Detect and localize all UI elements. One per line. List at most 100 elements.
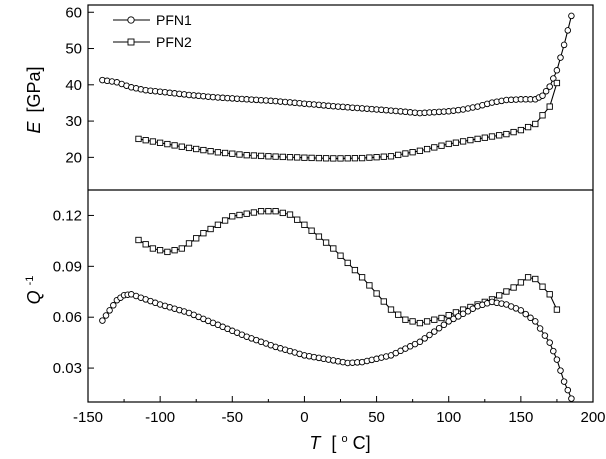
data-point <box>337 252 344 259</box>
e-axis-ticks: 20 30 40 50 60 <box>65 4 94 166</box>
data-point <box>149 245 157 252</box>
data-point <box>102 312 110 319</box>
q-axis-title: Q -1 <box>24 276 44 305</box>
data-point <box>421 335 428 342</box>
data-point <box>423 145 431 153</box>
data-point <box>426 331 433 339</box>
data-point <box>435 324 443 332</box>
data-point <box>539 112 546 119</box>
data-point <box>351 155 359 162</box>
data-point <box>452 139 460 146</box>
q-axis-superscript: -1 <box>24 276 36 286</box>
data-point <box>99 317 106 324</box>
data-point <box>474 135 481 143</box>
q-axis-tick-label: 0.03 <box>53 360 82 377</box>
data-point <box>135 135 142 143</box>
x-tick-label: 50 <box>368 409 385 426</box>
data-point <box>423 318 431 325</box>
series-layer <box>99 12 575 402</box>
data-point <box>445 312 452 319</box>
data-point <box>553 67 561 74</box>
data-point <box>557 367 564 374</box>
data-point <box>279 153 286 161</box>
data-point <box>532 275 539 283</box>
data-point <box>431 328 438 335</box>
x-tick-label: -50 <box>221 409 243 426</box>
data-point <box>510 284 517 291</box>
data-point <box>542 87 550 95</box>
data-point <box>294 154 301 161</box>
q-axis-symbol: Q <box>24 290 44 304</box>
data-point <box>395 151 402 159</box>
data-point <box>171 142 178 149</box>
data-point <box>402 316 409 323</box>
data-point <box>164 248 171 256</box>
data-point <box>553 79 561 87</box>
data-point <box>229 150 236 157</box>
x-axis-unit-degree: o <box>341 433 347 445</box>
data-point <box>200 230 207 237</box>
data-point <box>546 339 553 346</box>
data-point <box>553 306 561 313</box>
data-point <box>532 318 539 325</box>
data-point <box>560 41 568 49</box>
e-axis-unit: [GPa] <box>24 66 44 112</box>
data-point <box>358 274 366 281</box>
data-point <box>387 153 395 160</box>
data-point <box>257 208 265 215</box>
legend-pfn2-marker <box>127 38 135 46</box>
data-point <box>221 217 229 224</box>
data-point <box>380 298 387 305</box>
data-point <box>445 140 452 148</box>
data-point <box>455 313 462 320</box>
data-point <box>330 155 337 162</box>
data-point <box>464 308 472 315</box>
data-point <box>337 155 344 162</box>
data-point <box>373 154 380 161</box>
x-tick-label: 200 <box>580 409 605 426</box>
data-point <box>272 153 279 160</box>
data-point <box>503 130 510 138</box>
x-axis-symbol: T <box>309 433 322 453</box>
data-point <box>380 153 387 160</box>
data-point <box>416 338 424 346</box>
data-point <box>178 245 185 252</box>
data-point <box>366 282 373 289</box>
series-line <box>138 210 558 324</box>
data-point <box>373 290 380 297</box>
data-point <box>517 126 525 134</box>
data-point <box>467 136 474 144</box>
data-point <box>440 321 448 329</box>
data-point <box>286 154 294 161</box>
e-axis-symbol: E <box>24 121 44 134</box>
data-point <box>409 149 416 156</box>
legend-pfn1-label: PFN1 <box>156 12 192 28</box>
legend: PFN1 PFN2 <box>113 12 192 50</box>
x-axis-ticks: -150 -100 -50 0 50 100 150 200 <box>73 396 606 426</box>
data-point <box>539 92 546 99</box>
data-point <box>330 245 337 252</box>
data-point <box>308 227 315 234</box>
data-point <box>243 152 250 159</box>
data-point <box>536 325 544 332</box>
data-point <box>207 225 214 233</box>
data-point <box>214 149 222 156</box>
data-point <box>568 12 575 20</box>
data-point <box>496 292 503 299</box>
plot-frame <box>87 4 594 403</box>
q-axis-ticks: 0.03 0.06 0.09 0.12 <box>53 207 94 377</box>
data-point <box>185 240 193 247</box>
data-point <box>496 132 503 139</box>
data-point <box>193 235 200 242</box>
data-point <box>344 259 351 267</box>
q-axis-tick-label: 0.06 <box>53 309 82 326</box>
data-point <box>438 142 445 149</box>
data-point <box>250 209 258 216</box>
data-point <box>156 247 164 254</box>
data-point <box>265 153 272 160</box>
data-point <box>207 148 214 155</box>
data-point <box>106 307 113 314</box>
data-point <box>546 291 553 298</box>
e-axis-title: E [GPa] <box>24 66 44 133</box>
data-point <box>142 137 149 144</box>
